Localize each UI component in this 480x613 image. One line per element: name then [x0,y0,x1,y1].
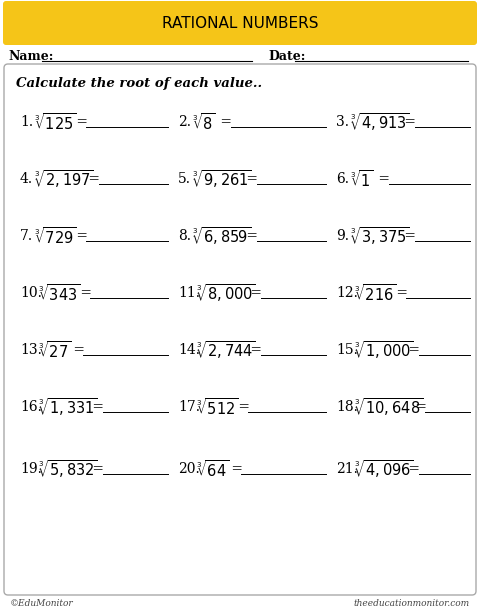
Text: =: = [75,286,96,300]
Text: 5.: 5. [178,172,191,186]
Text: $\sqrt[3]{5,832}$: $\sqrt[3]{5,832}$ [38,458,98,480]
Text: 1.: 1. [20,115,33,129]
Text: =: = [88,462,109,476]
Text: 15.: 15. [336,343,358,357]
Text: $\sqrt[3]{9,261}$: $\sqrt[3]{9,261}$ [192,168,252,190]
Text: =: = [72,229,92,243]
Text: 10.: 10. [20,286,42,300]
Text: =: = [247,286,267,300]
Text: Name:: Name: [8,50,53,63]
Text: =: = [88,400,109,414]
Text: ©EduMonitor: ©EduMonitor [10,598,73,607]
Text: =: = [69,343,89,357]
Text: 16.: 16. [20,400,42,414]
Text: =: = [374,172,395,186]
Text: $\sqrt[3]{27}$: $\sqrt[3]{27}$ [38,340,71,360]
Text: =: = [216,115,237,129]
Text: 6.: 6. [336,172,349,186]
Text: 9.: 9. [336,229,349,243]
Text: 20.: 20. [178,462,200,476]
Text: 19.: 19. [20,462,42,476]
Text: $\sqrt[3]{216}$: $\sqrt[3]{216}$ [354,283,396,303]
Text: =: = [233,400,254,414]
Text: $\sqrt[3]{512}$: $\sqrt[3]{512}$ [196,397,239,417]
Text: 2.: 2. [178,115,191,129]
Text: $\sqrt[3]{2,744}$: $\sqrt[3]{2,744}$ [196,339,256,361]
Text: =: = [72,115,92,129]
Text: $\sqrt[3]{4,096}$: $\sqrt[3]{4,096}$ [354,458,414,480]
Text: $\sqrt[3]{2,197}$: $\sqrt[3]{2,197}$ [34,168,94,190]
Text: $\sqrt[3]{125}$: $\sqrt[3]{125}$ [34,112,76,132]
Text: 11.: 11. [178,286,200,300]
Text: 8.: 8. [178,229,191,243]
Text: $\sqrt[3]{729}$: $\sqrt[3]{729}$ [34,226,76,246]
Text: =: = [242,229,263,243]
Text: $\sqrt[3]{1}$: $\sqrt[3]{1}$ [350,169,374,189]
Text: =: = [84,172,105,186]
Text: 13.: 13. [20,343,42,357]
Text: =: = [227,462,247,476]
Text: =: = [242,172,263,186]
Text: $\sqrt[3]{10,648}$: $\sqrt[3]{10,648}$ [354,396,423,418]
FancyBboxPatch shape [3,1,477,45]
Text: 12.: 12. [336,286,358,300]
Text: theeducationmonitor.com: theeducationmonitor.com [354,598,470,607]
Text: $\sqrt[3]{8}$: $\sqrt[3]{8}$ [192,112,216,132]
Text: =: = [405,343,425,357]
Text: $\sqrt[3]{6,859}$: $\sqrt[3]{6,859}$ [192,225,251,247]
Text: $\sqrt[3]{1,000}$: $\sqrt[3]{1,000}$ [354,339,414,361]
Text: $\sqrt[3]{343}$: $\sqrt[3]{343}$ [38,283,81,303]
Text: =: = [247,343,267,357]
Text: 21.: 21. [336,462,358,476]
Text: 3.: 3. [336,115,349,129]
Text: RATIONAL NUMBERS: RATIONAL NUMBERS [162,15,318,31]
Text: $\sqrt[3]{64}$: $\sqrt[3]{64}$ [196,459,229,479]
Text: $\sqrt[3]{3,375}$: $\sqrt[3]{3,375}$ [350,225,410,247]
Text: 17.: 17. [178,400,200,414]
Text: =: = [400,115,421,129]
Text: =: = [405,462,425,476]
Text: =: = [411,400,432,414]
Text: =: = [400,229,421,243]
Text: 14.: 14. [178,343,200,357]
Text: 7.: 7. [20,229,33,243]
Text: =: = [392,286,412,300]
Text: $\sqrt[3]{8,000}$: $\sqrt[3]{8,000}$ [196,282,256,304]
FancyBboxPatch shape [4,64,476,595]
Text: 18.: 18. [336,400,358,414]
Text: 4.: 4. [20,172,33,186]
Text: Date:: Date: [268,50,305,63]
Text: $\sqrt[3]{4,913}$: $\sqrt[3]{4,913}$ [350,111,410,133]
Text: $\sqrt[3]{1,331}$: $\sqrt[3]{1,331}$ [38,396,98,418]
Text: Calculate the root of each value..: Calculate the root of each value.. [16,77,262,91]
